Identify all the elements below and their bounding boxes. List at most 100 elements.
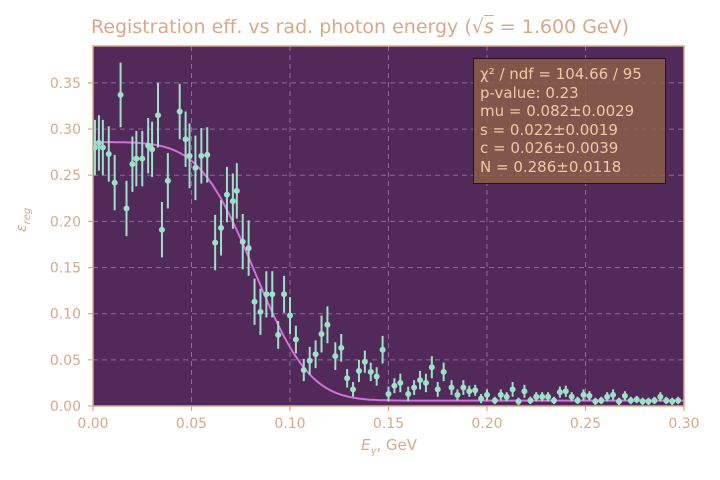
fit-stats-box: χ² / ndf = 104.66 / 95 p-value: 0.23 mu … (473, 58, 666, 184)
y-tick-label: 0.20 (50, 214, 81, 230)
data-point (379, 346, 386, 353)
x-tick-label: 0.05 (176, 416, 207, 432)
data-point (129, 161, 136, 168)
data-point (491, 397, 498, 404)
x-tick-label: 0.15 (373, 416, 404, 432)
data-point (318, 331, 325, 337)
data-point (373, 373, 380, 380)
mu-label: mu = 0.082±0.0029 (480, 102, 635, 120)
data-point (405, 391, 412, 397)
data-point (361, 358, 368, 365)
data-point (133, 155, 140, 162)
data-point (233, 187, 240, 194)
data-point (633, 396, 640, 403)
y-tick-label: 0.35 (50, 76, 81, 92)
data-point (223, 191, 230, 198)
data-point (627, 397, 634, 404)
data-point (324, 321, 331, 328)
data-point (312, 351, 319, 358)
y-tick-label: 0.30 (50, 122, 81, 138)
y-tick-label: 0.15 (50, 261, 81, 277)
pvalue-label: p-value: 0.23 (480, 83, 579, 102)
x-tick-label: 0.20 (471, 416, 502, 432)
data-point (580, 391, 587, 398)
data-point (145, 142, 152, 149)
data-point (639, 398, 646, 405)
data-point (257, 308, 264, 315)
data-point (562, 388, 569, 395)
data-point (574, 397, 581, 404)
data-point (292, 336, 299, 343)
data-point (460, 384, 467, 391)
data-point (350, 386, 357, 393)
data-point (484, 391, 490, 398)
data-point (287, 312, 293, 319)
n-label: N = 0.286±0.0118 (480, 157, 622, 176)
y-tick-label: 0.00 (50, 399, 81, 415)
data-point (212, 239, 219, 246)
data-point (515, 398, 522, 405)
data-point (527, 397, 534, 404)
data-point (186, 152, 193, 159)
data-point (422, 379, 429, 386)
data-point (454, 391, 461, 398)
data-point (440, 368, 447, 375)
data-point (604, 393, 611, 400)
data-point (155, 112, 162, 119)
data-point (281, 291, 288, 298)
data-point (111, 179, 118, 186)
data-point (123, 205, 130, 212)
data-point (556, 389, 563, 396)
data-point (545, 393, 552, 400)
data-point (176, 108, 183, 115)
data-point (158, 226, 165, 233)
data-point (621, 392, 628, 399)
x-axis-label: Eγ, GeV (360, 436, 418, 457)
chi2-ndf-label: χ² / ndf = 104.66 / 95 (480, 65, 642, 83)
data-point (139, 155, 146, 162)
data-point (657, 393, 664, 400)
data-point (306, 357, 313, 364)
data-point (675, 397, 682, 404)
data-point (105, 151, 112, 157)
data-point (164, 177, 171, 184)
x-tick-label: 0.00 (77, 416, 108, 432)
data-point (391, 382, 398, 389)
data-point (263, 291, 270, 298)
data-point (592, 398, 599, 405)
data-point (509, 386, 516, 393)
data-point (245, 245, 252, 252)
data-point (239, 238, 246, 245)
data-point (434, 386, 441, 393)
data-point (149, 146, 156, 153)
data-point (466, 388, 473, 395)
data-point (397, 379, 404, 386)
c-label: c = 0.026±0.0039 (480, 139, 619, 157)
data-point (610, 391, 617, 398)
data-point (550, 397, 557, 404)
data-point (117, 91, 124, 98)
data-point (218, 224, 225, 231)
data-point (251, 298, 258, 305)
data-point (411, 384, 418, 391)
data-point (229, 198, 236, 205)
y-tick-label: 0.10 (50, 307, 81, 323)
x-tick-label: 0.30 (668, 416, 699, 432)
data-point (95, 139, 102, 146)
data-point (669, 398, 676, 405)
data-point (275, 331, 282, 338)
data-point (615, 398, 622, 405)
data-point (428, 364, 435, 371)
data-point (338, 344, 345, 351)
data-point (300, 367, 307, 373)
data-point (198, 152, 205, 159)
y-tick-label: 0.05 (50, 353, 81, 369)
data-point (417, 377, 424, 384)
x-tick-label: 0.25 (570, 416, 601, 432)
data-point (344, 375, 351, 382)
data-point (448, 384, 455, 391)
data-point (533, 393, 540, 400)
data-point (598, 397, 605, 404)
data-point (478, 395, 485, 402)
